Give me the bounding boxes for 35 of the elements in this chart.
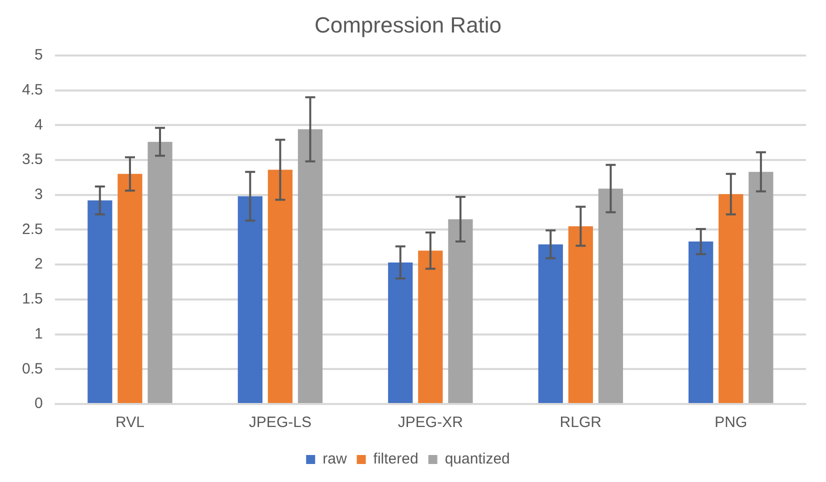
y-tick-label: 0 [34,395,43,412]
y-tick-label: 4 [34,116,43,134]
legend-label: quantized [444,450,510,468]
bar [688,242,714,403]
x-tick-label: RLGR [560,414,602,432]
bar [568,226,593,403]
bar [238,196,262,403]
y-tick-label: 4.5 [22,81,43,98]
x-tick-label: PNG [714,414,748,432]
bar [148,142,172,403]
y-tick-label: 3.5 [22,151,43,168]
y-tick-label: 2.5 [22,220,43,238]
y-tick-label: 1 [34,325,43,342]
bar [598,188,624,403]
x-tick-label: RVL [116,414,144,432]
x-tick-label: JPEG-XR [398,414,464,432]
bar [718,194,744,403]
legend-label: filtered [373,450,418,468]
legend-label: raw [322,450,347,468]
bar [298,129,323,403]
bar [418,250,443,403]
bar [388,262,413,403]
chart-title: Compression Ratio [314,12,502,38]
bar [448,219,473,403]
y-tick-label: 5 [34,46,43,64]
x-tick-label: JPEG-LS [248,414,312,432]
bar [88,200,112,403]
y-tick-label: 3 [34,186,43,203]
bar [268,170,293,403]
bar [118,174,142,403]
bar [748,172,774,403]
y-tick-label: 0.5 [22,360,43,378]
y-tick-label: 2 [34,256,43,273]
bar [538,244,563,403]
y-tick-label: 1.5 [22,290,43,308]
